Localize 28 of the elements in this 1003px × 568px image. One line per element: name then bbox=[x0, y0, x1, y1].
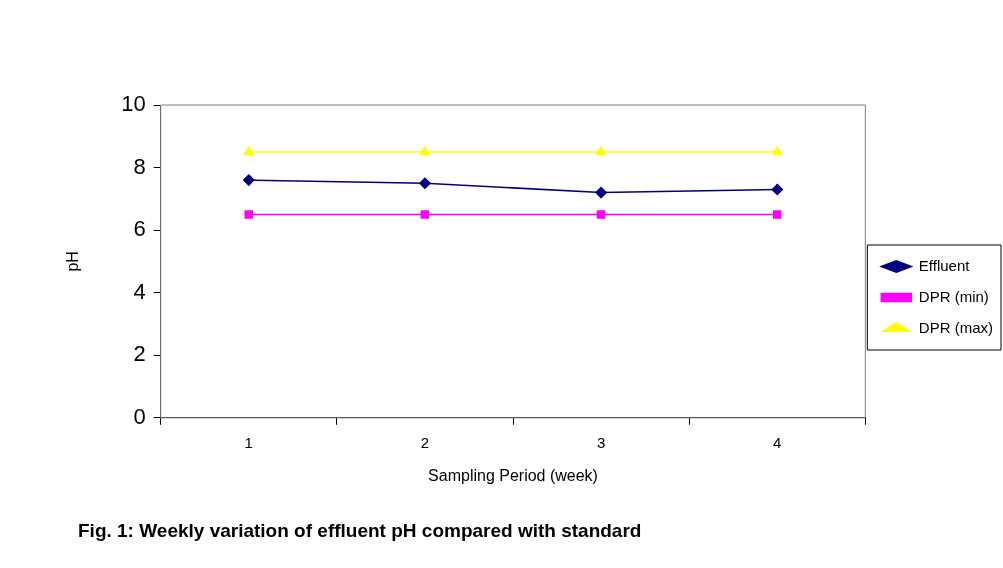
point bbox=[596, 146, 607, 156]
y-tick-label: 8 bbox=[133, 153, 146, 179]
x-axis-title: Sampling Period (week) bbox=[428, 466, 598, 484]
x-tick-label: 1 bbox=[244, 433, 253, 451]
x-tick-label: 3 bbox=[596, 433, 606, 451]
point bbox=[595, 186, 607, 199]
y-axis-title: pH bbox=[64, 251, 82, 272]
x-tick-label: 4 bbox=[773, 433, 782, 451]
point bbox=[772, 210, 782, 219]
y-tick-label: 0 bbox=[133, 403, 146, 429]
point bbox=[419, 177, 431, 189]
legend-label: DPR (min) bbox=[918, 287, 989, 305]
legend-label: Effluent bbox=[918, 256, 971, 274]
point bbox=[419, 146, 430, 156]
point bbox=[771, 183, 783, 196]
point bbox=[243, 174, 255, 186]
y-tick-label: 4 bbox=[133, 278, 146, 304]
y-tick-label: 6 bbox=[133, 216, 146, 242]
caption: Fig. 1: Weekly variation of effluent pH compared with standard bbox=[78, 520, 642, 542]
y-tick-label: 10 bbox=[121, 91, 146, 117]
point bbox=[596, 210, 606, 219]
point bbox=[243, 146, 254, 156]
point bbox=[244, 210, 254, 219]
point bbox=[420, 210, 430, 219]
legend-label: DPR (max) bbox=[918, 318, 994, 336]
y-tick-label: 2 bbox=[133, 341, 146, 367]
point bbox=[772, 146, 783, 156]
x-tick-label: 2 bbox=[420, 433, 430, 451]
